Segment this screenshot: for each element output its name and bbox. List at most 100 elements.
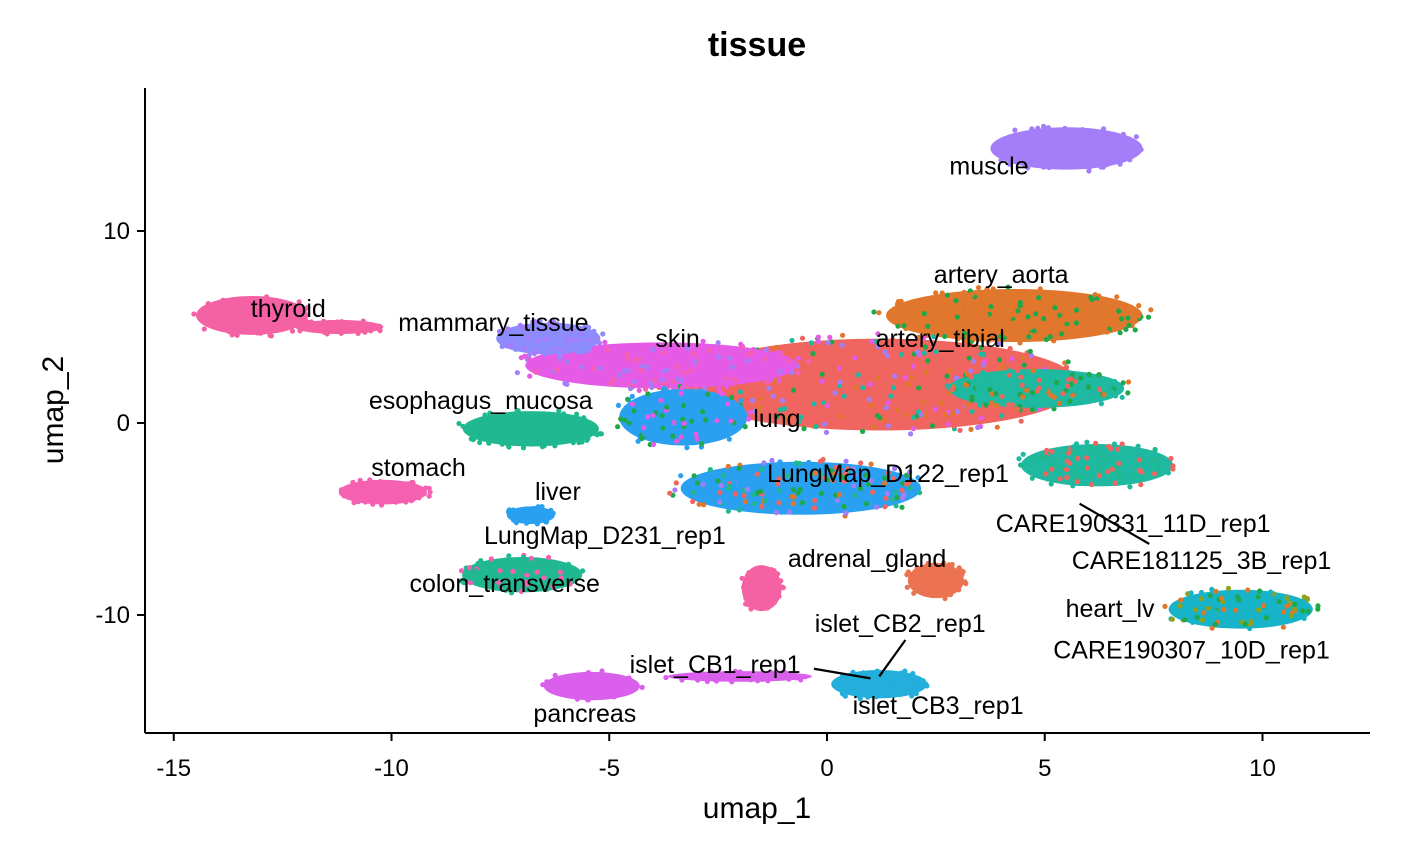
- point: [535, 561, 541, 567]
- point: [323, 324, 329, 330]
- point: [1005, 284, 1011, 290]
- point: [585, 697, 591, 703]
- point: [378, 502, 385, 508]
- point: [567, 677, 573, 683]
- point: [818, 490, 824, 496]
- point: [1077, 163, 1083, 169]
- point: [1079, 127, 1086, 133]
- point: [726, 486, 732, 492]
- point: [832, 471, 838, 477]
- point: [1136, 467, 1142, 473]
- point: [358, 322, 364, 328]
- point: [759, 503, 765, 510]
- point: [629, 401, 636, 407]
- point: [751, 501, 758, 507]
- point: [1029, 455, 1035, 461]
- point: [943, 328, 950, 334]
- point: [885, 470, 891, 476]
- point: [660, 425, 666, 431]
- point: [546, 372, 552, 378]
- point: [665, 429, 672, 435]
- point: [558, 575, 565, 581]
- point: [1094, 296, 1100, 302]
- point: [537, 318, 543, 324]
- point: [1047, 334, 1053, 340]
- point: [693, 431, 699, 437]
- point: [758, 376, 764, 382]
- point: [267, 332, 273, 338]
- point: [964, 402, 970, 408]
- point: [907, 485, 913, 491]
- point: [1070, 483, 1076, 489]
- point: [944, 292, 951, 298]
- point: [968, 368, 974, 374]
- point: [1075, 130, 1081, 136]
- point: [745, 358, 751, 364]
- point: [408, 489, 415, 495]
- point: [629, 393, 635, 399]
- point: [1089, 481, 1095, 488]
- point: [701, 502, 707, 508]
- point: [1029, 321, 1035, 327]
- point: [564, 359, 570, 365]
- point: [663, 674, 669, 681]
- point: [808, 375, 815, 381]
- point: [1125, 390, 1131, 396]
- point: [321, 329, 327, 335]
- point: [1030, 390, 1036, 396]
- point: [1006, 368, 1012, 374]
- point: [1000, 363, 1006, 369]
- point: [544, 586, 550, 592]
- point: [789, 369, 795, 376]
- point: [863, 501, 870, 507]
- point: [801, 426, 807, 432]
- point: [1114, 294, 1120, 300]
- point: [812, 497, 818, 504]
- point: [254, 330, 261, 336]
- point: [377, 328, 383, 334]
- point: [764, 605, 771, 611]
- point: [505, 574, 511, 580]
- point: [670, 401, 677, 408]
- point: [282, 300, 288, 307]
- point: [499, 429, 505, 436]
- point: [1219, 595, 1225, 601]
- point: [401, 486, 407, 492]
- cluster-lower_center: [667, 456, 923, 519]
- point: [680, 402, 687, 408]
- point: [599, 345, 606, 351]
- point: [1152, 457, 1158, 463]
- point: [670, 407, 676, 413]
- point: [954, 408, 961, 415]
- point: [943, 378, 949, 384]
- point: [742, 499, 749, 505]
- point: [903, 412, 909, 418]
- point: [679, 385, 685, 391]
- point: [833, 464, 839, 471]
- point: [898, 670, 904, 676]
- point: [871, 309, 877, 315]
- point: [729, 679, 735, 685]
- point: [775, 571, 781, 577]
- point: [902, 375, 908, 381]
- point: [1043, 471, 1049, 477]
- cluster-label: liver: [535, 478, 581, 506]
- point: [751, 603, 758, 609]
- point: [296, 299, 302, 305]
- point: [565, 336, 571, 342]
- point: [548, 507, 554, 513]
- point: [783, 670, 789, 676]
- point: [689, 418, 695, 424]
- point: [914, 683, 920, 690]
- point: [644, 364, 650, 370]
- point: [717, 499, 723, 505]
- point: [1024, 323, 1030, 329]
- point: [984, 286, 990, 292]
- point: [210, 323, 216, 329]
- point: [1301, 615, 1307, 622]
- point: [1257, 588, 1263, 594]
- point: [1122, 151, 1128, 157]
- point: [371, 480, 377, 486]
- point: [1092, 292, 1098, 298]
- point: [1100, 164, 1106, 170]
